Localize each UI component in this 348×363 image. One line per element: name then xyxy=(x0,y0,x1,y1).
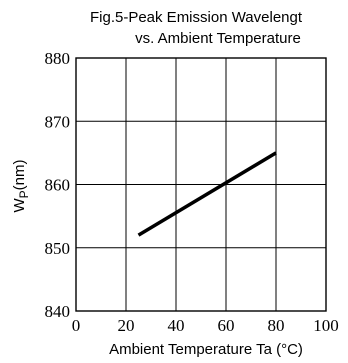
chart-title: Fig.5-Peak Emission Wavelengt xyxy=(90,9,303,26)
y-tick-label: 860 xyxy=(45,176,71,195)
y-tick-label: 880 xyxy=(45,49,71,68)
y-axis-label: WP(nm) xyxy=(11,159,31,212)
x-axis-label: Ambient Temperature Ta (°C) xyxy=(109,341,303,358)
y-tick-label: 870 xyxy=(45,112,71,131)
y-tick-label: 840 xyxy=(45,302,71,321)
plot-frame xyxy=(75,57,327,312)
x-tick-label: 0 xyxy=(72,316,81,335)
x-tick-label: 60 xyxy=(218,316,235,335)
x-tick-label: 80 xyxy=(268,316,285,335)
x-tick-label: 100 xyxy=(313,316,339,335)
series-line xyxy=(137,151,277,237)
x-tick-label: 40 xyxy=(168,316,185,335)
y-axis-label-main: W xyxy=(11,198,28,213)
x-tick-label: 20 xyxy=(118,316,135,335)
y-axis-label-sub: P xyxy=(17,190,31,198)
svg-text:WP(nm): WP(nm) xyxy=(11,159,31,212)
series xyxy=(137,151,277,237)
y-axis-label-unit: (nm) xyxy=(11,159,28,190)
chart-subtitle: vs. Ambient Temperature xyxy=(135,30,301,47)
grid xyxy=(76,58,326,311)
y-tick-label: 850 xyxy=(45,239,71,258)
tick-labels: 0 20 40 60 80 100 840 850 860 870 880 xyxy=(45,49,339,335)
